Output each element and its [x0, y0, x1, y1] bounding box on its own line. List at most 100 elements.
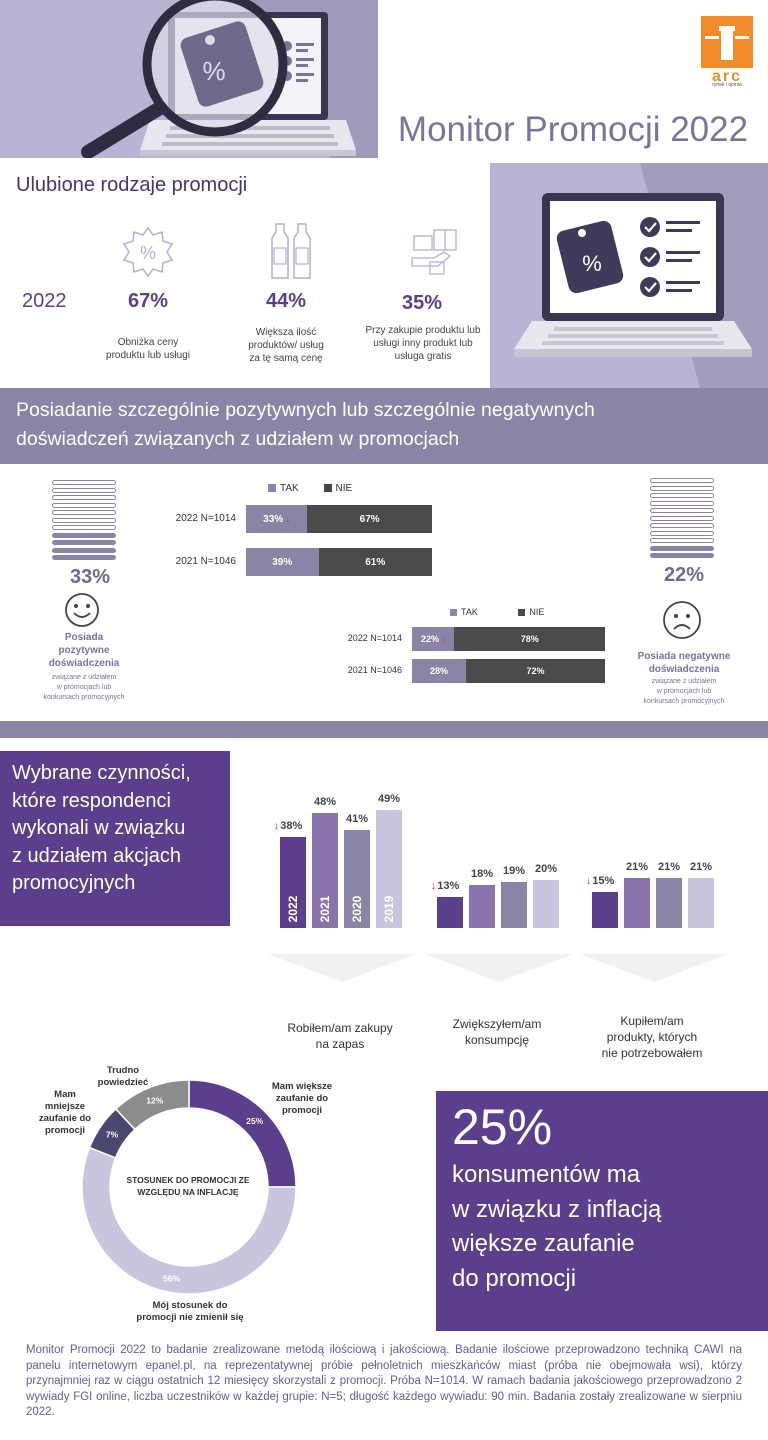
negative-sub: związane z udziałem w promocjach lub kon…	[624, 677, 744, 707]
action-bar	[280, 836, 306, 928]
label-hard-to-say: Trudno powiedzieć	[88, 1065, 158, 1089]
chevron-down-icon	[425, 954, 573, 982]
lighthouse-logo-icon	[701, 16, 753, 68]
actions-title-line-3: wykonali w związku	[12, 817, 186, 839]
legend-yes-swatch	[268, 484, 276, 493]
down-arrow-icon: ↓	[585, 875, 592, 887]
favorite-pct-2: 44%	[265, 290, 307, 312]
stack-line	[650, 500, 714, 506]
favorite-pct-3: 35%	[401, 292, 443, 314]
favorite-desc-3-line-1: Przy zakupie produktu lub	[365, 325, 481, 336]
bar-year-label: 2019	[382, 895, 396, 923]
label-hard-to-say-line-2: powiedzieć	[97, 1077, 149, 1088]
action-group-label: Zwiększyłem/am konsumpcję	[452, 1017, 542, 1047]
action-bar-value: 18%	[470, 867, 494, 880]
actions-title-line-2: które respondenci	[12, 789, 171, 812]
action-bar	[344, 829, 370, 928]
label-less-trust: Mam mniejsze zaufanie do promocji	[30, 1089, 100, 1137]
logo-text: arc	[711, 68, 743, 85]
page-title: Monitor Promocji 2022	[397, 110, 749, 149]
svg-text:%: %	[140, 243, 156, 263]
percent-badge-icon: %	[122, 226, 174, 283]
negative-stack-icon	[650, 478, 714, 562]
experience-title-line-2: doświadczeń związanych z udziałem w prom…	[16, 428, 460, 450]
favorite-promotions-title: Ulubione rodzaje promocji	[16, 174, 248, 196]
down-arrow-icon: ↓	[285, 513, 291, 525]
action-bar-value: ↓15%	[585, 875, 615, 887]
stack-line	[52, 547, 116, 553]
stack-line	[650, 515, 714, 521]
action-bar-value: 21%	[625, 860, 649, 873]
favorite-pct-1: 67%	[127, 290, 169, 312]
actions-title: Wybrane czynności, które respondenci wyk…	[12, 760, 222, 898]
laptop-checklist-icon: %	[514, 163, 768, 388]
slice-value-label: 7%	[106, 1130, 119, 1140]
gift-products-icon	[408, 226, 462, 283]
positive-legend: TAK NIE	[268, 483, 352, 494]
stack-line	[52, 495, 116, 500]
highlight-pct: 25%	[452, 1099, 553, 1155]
positive-label-line-1: Posiada	[64, 632, 104, 643]
sad-icon	[662, 600, 702, 645]
highlight-text: konsumentów ma w związku z inflacją więk…	[452, 1158, 752, 1296]
bar-row-label: 2021 N=1046	[175, 556, 236, 567]
favorite-desc-3-line-3: usługa gratis	[394, 351, 452, 362]
stack-line	[52, 487, 116, 493]
bar-yes-segment: 33% ↓	[246, 505, 308, 533]
favorite-desc-2-line-3: za tę samą cenę	[249, 353, 323, 364]
positive-label-line-3: doświadczenia	[48, 658, 120, 669]
svg-text:%: %	[202, 56, 225, 86]
highlight-line-2: w związku z inflacją	[452, 1195, 662, 1223]
label-less-trust-line-3: zaufanie do	[38, 1113, 92, 1124]
section-divider	[0, 721, 768, 738]
actions-title-line-1: Wybrane czynności,	[12, 762, 191, 784]
action-bar	[501, 882, 527, 928]
action-bar	[469, 884, 495, 928]
label-less-trust-line-1: Mam	[54, 1089, 76, 1100]
bar-yes-segment: 39%	[246, 548, 319, 576]
legend-no-label: NIE	[529, 607, 545, 617]
inflation-donut-chart: 25% 56% 7% 12%	[81, 1079, 297, 1295]
positive-bar-chart: 2022 N=1014 33% ↓ 67% 2021 N=1046 39% 61%	[150, 505, 440, 585]
action-bar-value: ↓38%	[273, 819, 303, 832]
legend-no-label: NIE	[335, 483, 353, 494]
stack-line	[650, 485, 714, 491]
favorite-desc-1-line-2: produktu lub usługi	[106, 350, 190, 361]
label-hard-to-say-line-1: Trudno	[106, 1065, 140, 1076]
bar-no-segment: 72%	[466, 659, 605, 683]
bottles-icon	[268, 222, 316, 285]
negative-legend: TAK NIE	[450, 607, 544, 617]
stack-line	[52, 540, 116, 545]
slice-unchanged	[81, 1146, 297, 1295]
positive-label-line-2: pozytywne	[58, 645, 110, 656]
bar-yes-segment: 22% ↓	[412, 627, 455, 651]
negative-sub-line-3: konkursach promocyjnych	[643, 698, 725, 705]
action-group-label: Robiłem/am zakupy na zapas	[287, 1021, 393, 1051]
action-bar	[376, 810, 402, 928]
action-group-label: Kupiłem/am produkty, których nie potrzebow…	[601, 1014, 703, 1060]
bar-row-label: 2021 N=1046	[347, 665, 402, 675]
slice-hard-to-say	[114, 1079, 190, 1131]
experience-header-bar	[0, 388, 768, 464]
favorite-desc-3: Przy zakupie produktu lub usługi inny pr…	[360, 324, 486, 363]
negative-label-line-1: Posiada negatywne	[637, 651, 731, 662]
positive-sub: związane z udziałem w promocjach lub kon…	[24, 673, 144, 703]
stack-line	[52, 532, 116, 538]
negative-sub-line-1: związane z udziałem	[651, 678, 717, 685]
label-unchanged-line-1: Mój stosunek do	[152, 1300, 228, 1311]
negative-bar-chart: 2022 N=1014 22% ↓ 78% 2021 N=1046 28% 72%	[330, 627, 610, 691]
negative-label-line-2: doświadczenia	[648, 664, 720, 675]
stack-line	[650, 553, 714, 558]
action-bar	[688, 877, 714, 928]
action-bar	[312, 812, 338, 928]
down-arrow-icon: ↓	[440, 634, 446, 644]
methodology-note: Monitor Promocji 2022 to badanie zrealiz…	[26, 1344, 742, 1419]
stack-line	[52, 480, 116, 485]
stack-line	[650, 493, 714, 498]
label-more-trust-line-3: promocji	[281, 1105, 323, 1116]
stack-line	[650, 545, 714, 551]
stack-line	[650, 508, 714, 513]
stack-line	[650, 523, 714, 528]
favorite-desc-3-line-2: usługi inny produkt lub	[373, 338, 473, 349]
action-bar	[656, 877, 682, 928]
